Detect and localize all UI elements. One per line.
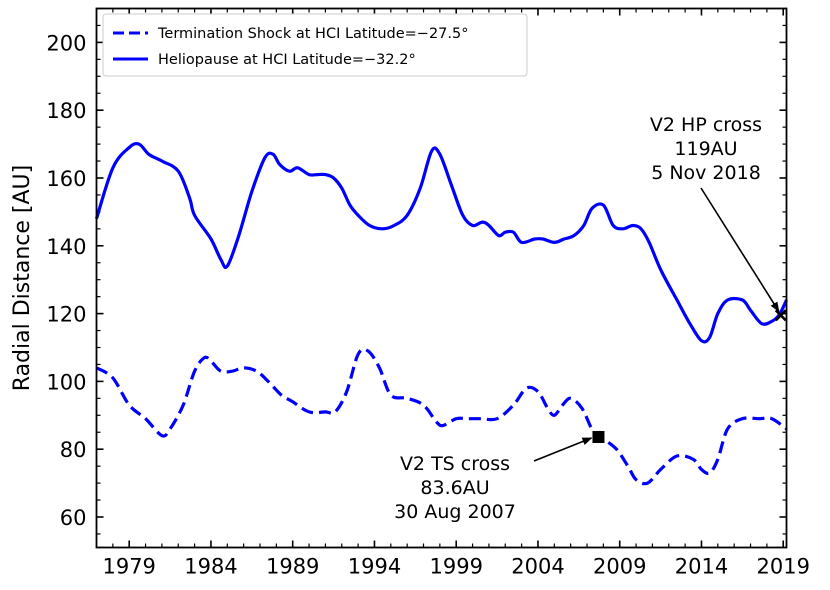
ts-crossing-marker [592, 430, 605, 443]
ts-annotation-line-3: 30 Aug 2007 [394, 501, 516, 523]
hp-annotation-line-2: 119AU [674, 138, 737, 160]
termination-shock-line [95, 347, 788, 486]
y-axis-label: Radial Distance [AU] [10, 165, 35, 391]
legend-label-termination-shock: Termination Shock at HCI Latitude=−27.5° [157, 26, 468, 42]
legend-label-heliopause: Heliopause at HCI Latitude=−32.2° [158, 52, 416, 68]
annotation-layer: V2 HP cross 119AU 5 Nov 2018 V2 TS cross… [394, 114, 787, 523]
heliopause-line [94, 142, 788, 344]
x-tick-label: 2009 [593, 555, 646, 579]
hp-crossing-marker [774, 309, 787, 322]
ts-annotation-arrow [533, 437, 593, 462]
legend-box [102, 13, 528, 77]
x-tick-label: 1989 [266, 555, 319, 579]
x-tick-label: 2004 [511, 555, 564, 579]
x-tick-label: 1999 [429, 555, 482, 579]
y-tick-label: 140 [46, 235, 86, 259]
y-tick-label: 180 [46, 99, 86, 123]
x-tick-label: 2019 [757, 555, 810, 579]
y-tick-label: 120 [46, 303, 86, 327]
axis-ticks: 1979 1984 1989 1994 1999 2004 2009 2014 2019 60 80… [46, 7, 810, 579]
y-tick-label: 80 [60, 438, 87, 462]
y-tick-label: 60 [60, 506, 87, 530]
y-tick-label: 200 [46, 31, 86, 55]
hp-annotation-line-1: V2 HP cross [650, 114, 762, 136]
ts-annotation-line-1: V2 TS cross [400, 453, 510, 475]
legend: Termination Shock at HCI Latitude=−27.5°… [102, 13, 528, 77]
ts-annotation-line-2: 83.6AU [420, 477, 489, 499]
plot-frame [95, 7, 788, 549]
y-tick-label: 100 [46, 370, 86, 394]
x-tick-label: 2014 [675, 555, 728, 579]
y-tick-label: 160 [46, 167, 86, 191]
x-tick-label: 1994 [348, 555, 401, 579]
hp-annotation-arrow [700, 187, 780, 313]
series-layer [94, 142, 788, 486]
x-tick-label: 1979 [102, 555, 155, 579]
x-tick-label: 1984 [184, 555, 237, 579]
hp-annotation-line-3: 5 Nov 2018 [651, 162, 761, 184]
